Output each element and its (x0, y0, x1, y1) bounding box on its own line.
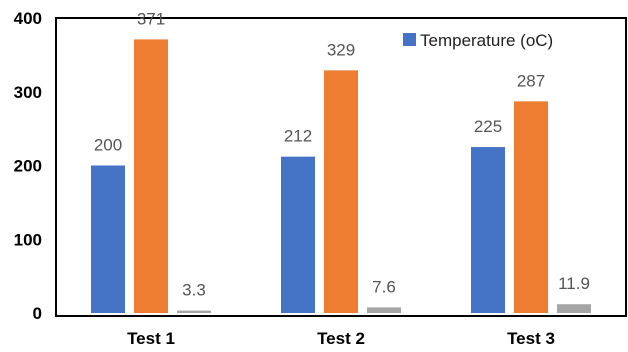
data-label: 11.9 (558, 274, 590, 293)
data-label: 225 (474, 117, 502, 136)
y-tick-label: 300 (14, 83, 42, 102)
bar (134, 39, 168, 313)
plot-frame (55, 17, 627, 317)
y-tick-label: 400 (14, 9, 42, 28)
data-label: 200 (94, 136, 122, 155)
data-label: 3.3 (182, 281, 206, 300)
bar (471, 147, 505, 313)
data-label: 287 (517, 71, 545, 90)
x-tick-label: Test 3 (507, 329, 555, 348)
legend: Temperature (oC) (403, 31, 553, 50)
data-label: 329 (327, 40, 355, 59)
data-label: 371 (137, 9, 165, 28)
bars (91, 39, 591, 314)
legend-label: Temperature (oC) (420, 31, 553, 50)
data-labels: 200 371 3.3 212 329 7.6 225 287 11.9 (94, 9, 590, 299)
bar (557, 304, 591, 313)
bar (514, 101, 548, 314)
y-tick-label: 200 (14, 157, 42, 176)
bar (367, 307, 401, 313)
bar (281, 156, 315, 313)
bar (177, 310, 211, 313)
bar (324, 70, 358, 313)
data-label: 7.6 (372, 277, 396, 296)
x-tick-label: Test 2 (317, 329, 365, 348)
bar (91, 165, 125, 313)
x-axis-ticks: Test 1 Test 2 Test 3 (127, 329, 555, 348)
legend-swatch (403, 33, 416, 46)
y-tick-label: 100 (14, 230, 42, 249)
y-axis-ticks: 0 100 200 300 400 (14, 9, 42, 323)
data-label: 212 (284, 127, 312, 146)
x-tick-label: Test 1 (127, 329, 175, 348)
y-tick-label: 0 (33, 304, 42, 323)
